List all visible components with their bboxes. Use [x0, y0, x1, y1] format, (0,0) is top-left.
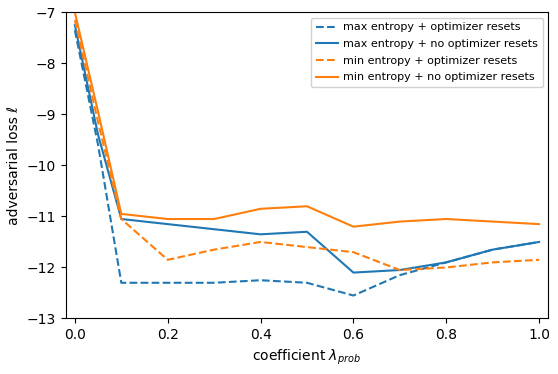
max entropy + no optimizer resets	[95, 133, 102, 137]
min entropy + optimizer resets	[397, 268, 403, 272]
min entropy + no optimizer resets	[350, 224, 357, 229]
max entropy + optimizer resets	[304, 280, 310, 285]
max entropy + optimizer resets	[165, 280, 171, 285]
max entropy + optimizer resets	[71, 28, 78, 33]
max entropy + optimizer resets	[489, 247, 496, 252]
Y-axis label: adversarial loss ℓ: adversarial loss ℓ	[7, 106, 21, 225]
Line: max entropy + optimizer resets: max entropy + optimizer resets	[75, 30, 539, 295]
max entropy + optimizer resets	[443, 260, 450, 265]
max entropy + no optimizer resets	[397, 268, 403, 272]
min entropy + optimizer resets	[350, 250, 357, 254]
min entropy + no optimizer resets	[304, 204, 310, 209]
max entropy + optimizer resets	[397, 273, 403, 278]
min entropy + optimizer resets	[165, 258, 171, 262]
min entropy + no optimizer resets	[397, 219, 403, 224]
min entropy + no optimizer resets	[257, 206, 264, 211]
max entropy + no optimizer resets	[257, 232, 264, 237]
max entropy + no optimizer resets	[71, 23, 78, 27]
Line: max entropy + no optimizer resets: max entropy + no optimizer resets	[75, 25, 539, 273]
min entropy + no optimizer resets	[536, 222, 542, 226]
min entropy + optimizer resets	[443, 265, 450, 270]
Legend: max entropy + optimizer resets, max entropy + no optimizer resets, min entropy +: max entropy + optimizer resets, max entr…	[311, 18, 543, 87]
min entropy + no optimizer resets	[71, 10, 78, 15]
min entropy + no optimizer resets	[211, 217, 218, 221]
X-axis label: coefficient $\lambda_{prob}$: coefficient $\lambda_{prob}$	[253, 348, 362, 367]
max entropy + optimizer resets	[257, 278, 264, 282]
max entropy + no optimizer resets	[165, 222, 171, 226]
min entropy + optimizer resets	[95, 120, 102, 124]
min entropy + optimizer resets	[257, 240, 264, 244]
min entropy + no optimizer resets	[95, 110, 102, 114]
max entropy + optimizer resets	[118, 280, 124, 285]
max entropy + optimizer resets	[95, 143, 102, 147]
min entropy + optimizer resets	[304, 245, 310, 249]
max entropy + no optimizer resets	[118, 217, 124, 221]
Line: min entropy + no optimizer resets: min entropy + no optimizer resets	[75, 12, 539, 227]
min entropy + no optimizer resets	[489, 219, 496, 224]
min entropy + optimizer resets	[71, 18, 78, 22]
max entropy + no optimizer resets	[350, 270, 357, 275]
min entropy + no optimizer resets	[165, 217, 171, 221]
max entropy + no optimizer resets	[536, 240, 542, 244]
max entropy + optimizer resets	[211, 280, 218, 285]
max entropy + no optimizer resets	[489, 247, 496, 252]
max entropy + optimizer resets	[350, 293, 357, 298]
min entropy + optimizer resets	[489, 260, 496, 265]
max entropy + no optimizer resets	[443, 260, 450, 265]
min entropy + optimizer resets	[211, 247, 218, 252]
Line: min entropy + optimizer resets: min entropy + optimizer resets	[75, 20, 539, 270]
min entropy + no optimizer resets	[443, 217, 450, 221]
min entropy + no optimizer resets	[118, 212, 124, 216]
max entropy + optimizer resets	[536, 240, 542, 244]
max entropy + no optimizer resets	[304, 230, 310, 234]
max entropy + no optimizer resets	[211, 227, 218, 232]
min entropy + optimizer resets	[118, 217, 124, 221]
min entropy + optimizer resets	[536, 258, 542, 262]
